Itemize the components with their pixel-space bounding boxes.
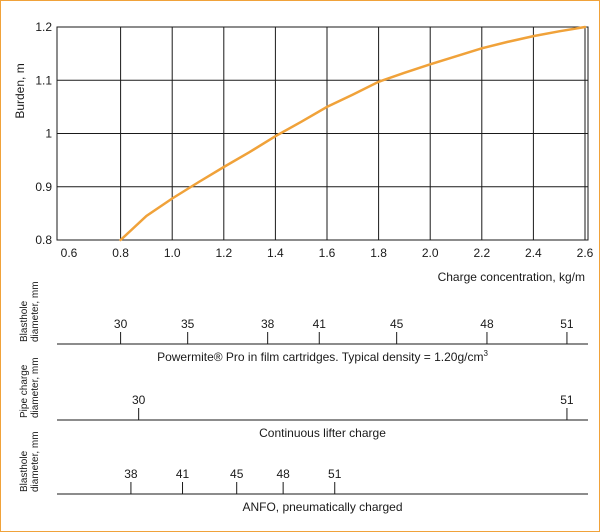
scale-tick-label: 41 — [176, 467, 190, 481]
y-tick-labels: 0.8 0.9 1 1.1 1.2 — [35, 20, 52, 247]
scale-tick-label: 38 — [261, 317, 275, 331]
scale-tick-label: 51 — [328, 467, 342, 481]
scale-tick-label: 38 — [124, 467, 138, 481]
scale-axis-label-line: Blasthole — [19, 300, 30, 342]
y-tick-label: 0.8 — [35, 233, 52, 247]
grid — [57, 26, 588, 241]
diameter-scale: 30 51 Continuous lifter charge Pipe charged… — [19, 357, 588, 440]
y-tick-label: 1.2 — [35, 20, 52, 34]
scale-tick-label: 51 — [560, 393, 574, 407]
series-line — [119, 25, 587, 242]
scale-caption: Continuous lifter charge — [259, 426, 386, 440]
scale-tick-label: 48 — [480, 317, 494, 331]
scale-axis-label: Pipe chargediameter, mm — [19, 357, 41, 418]
scale-tick-label: 35 — [181, 317, 195, 331]
scale-caption: ANFO, pneumatically charged — [242, 500, 402, 514]
scale-tick-label: 45 — [390, 317, 404, 331]
x-axis-label: Charge concentration, kg/m — [438, 270, 585, 284]
scale-tick-label: 30 — [114, 317, 128, 331]
scale-caption-superscript: 3 — [483, 349, 488, 358]
scale-tick-label: 41 — [313, 317, 327, 331]
scale-tick-label: 51 — [560, 317, 574, 331]
x-tick-label: 1.4 — [267, 246, 284, 260]
x-tick-label: 1.0 — [164, 246, 181, 260]
plot-frame — [56, 26, 589, 241]
x-tick-label: 0.8 — [112, 246, 129, 260]
scale-axis-label: Blastholediameter, mm — [19, 431, 41, 492]
x-tick-label: 2.2 — [473, 246, 490, 260]
x-tick-label: 2.4 — [525, 246, 542, 260]
x-tick-label: 2.0 — [422, 246, 439, 260]
scale-axis-label-line: Pipe charge — [19, 364, 30, 418]
y-axis-label: Burden, m — [13, 63, 27, 118]
x-tick-label: 2.6 — [577, 246, 594, 260]
x-tick-label: 1.8 — [370, 246, 387, 260]
y-tick-label: 1.1 — [35, 73, 52, 87]
scale-axis-label-line: diameter, mm — [30, 281, 41, 342]
diameter-scales: 30 35 38 41 45 48 51 Powermite® Pro in film car… — [19, 281, 588, 514]
scale-tick-label: 30 — [132, 393, 146, 407]
diameter-scale: 38 41 45 48 51 ANFO, pneumatically charged Bla… — [19, 431, 588, 514]
x-tick-label: 0.6 — [61, 246, 78, 260]
x-tick-label: 1.2 — [215, 246, 232, 260]
y-tick-label: 0.9 — [35, 180, 52, 194]
scale-caption: Powermite® Pro in film cartridges. Typic… — [157, 349, 488, 364]
scale-tick-label: 45 — [230, 467, 244, 481]
scale-axis-label-line: diameter, mm — [30, 431, 41, 492]
diameter-scale: 30 35 38 41 45 48 51 Powermite® Pro in film car… — [19, 281, 588, 364]
scale-axis-label-line: Blasthole — [19, 450, 30, 492]
x-tick-labels: 0.6 0.8 1.0 1.2 1.4 1.6 1.8 2.0 2.2 2.4 2.6 — [61, 246, 594, 260]
scale-axis-label-line: diameter, mm — [30, 357, 41, 418]
scale-tick-label: 48 — [276, 467, 290, 481]
scale-axis-label: Blastholediameter, mm — [19, 281, 41, 342]
x-tick-label: 1.6 — [319, 246, 336, 260]
y-tick-label: 1 — [45, 127, 52, 141]
